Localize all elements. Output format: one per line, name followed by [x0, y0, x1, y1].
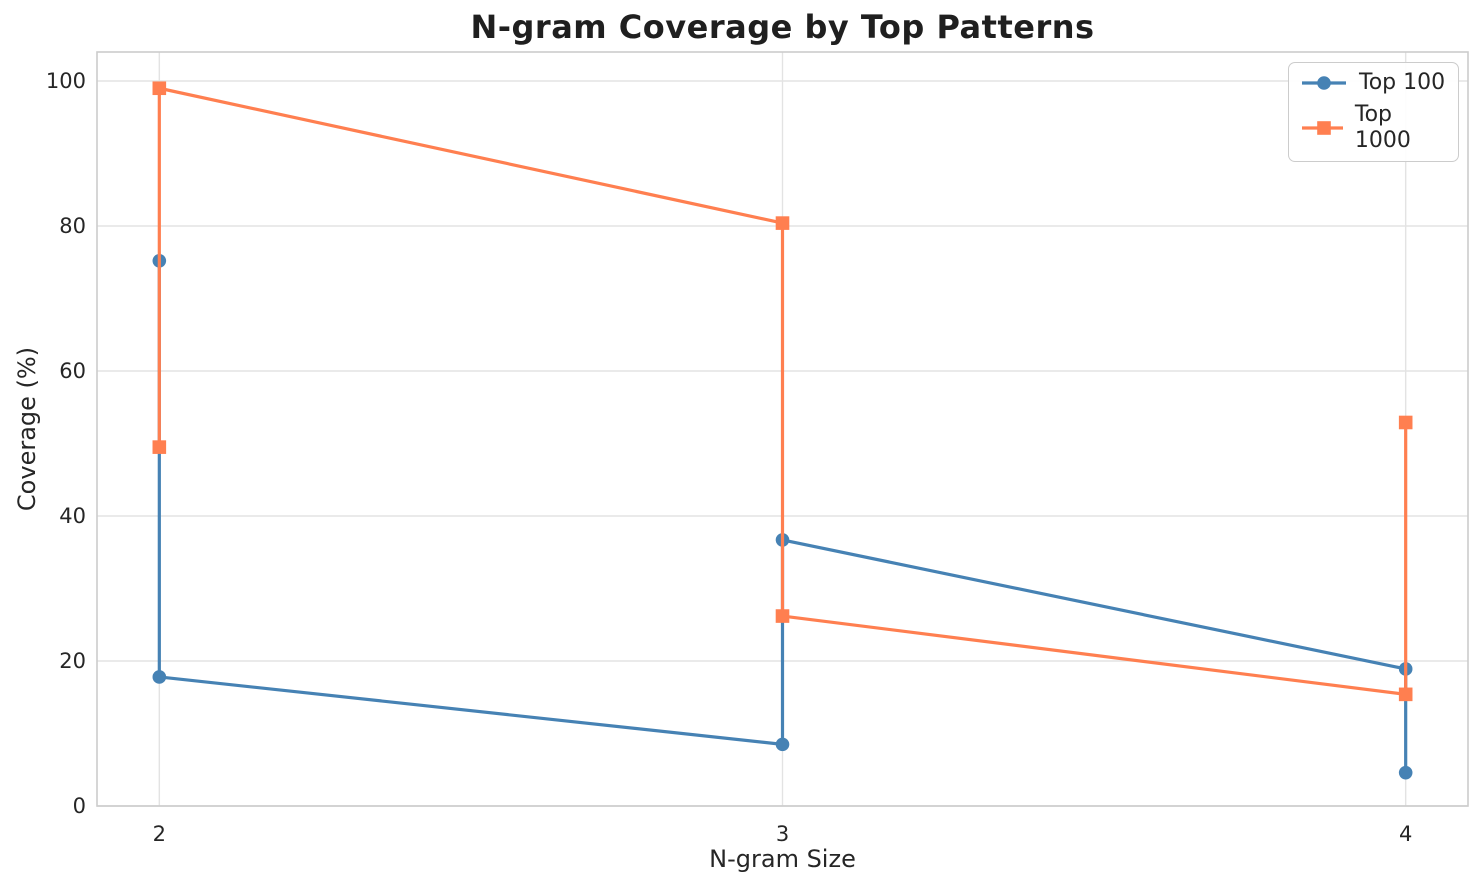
marker-top-1000-1 — [152, 81, 167, 96]
marker-top-1000-2 — [775, 216, 790, 230]
legend-label: Top 1000 — [1354, 102, 1411, 153]
marker-top-1000-3 — [775, 609, 790, 623]
y-tick-label-60: 60 — [59, 359, 86, 383]
legend-item-top-1000: Top 1000 — [1301, 102, 1446, 154]
x-tick-label-2: 2 — [153, 822, 166, 846]
legend-item-top-100: Top 100 — [1301, 70, 1446, 96]
marker-top-100-1 — [152, 670, 167, 684]
marker-top-100-5 — [1398, 765, 1413, 780]
marker-top-100-2 — [775, 737, 790, 752]
series-line-top-1000 — [157, 86, 1408, 696]
legend-square-marker-icon — [1302, 121, 1343, 135]
y-tick-label-40: 40 — [59, 504, 86, 528]
x-axis-label: N-gram Size — [709, 845, 856, 873]
y-tick-label-100: 100 — [46, 69, 86, 93]
x-tick-label-4: 4 — [1399, 822, 1412, 846]
y-tick-label-0: 0 — [73, 794, 86, 818]
marker-top-1000-0 — [152, 440, 167, 454]
chart-title: N-gram Coverage by Top Patterns — [470, 8, 1095, 46]
legend-circle-marker-icon — [1302, 76, 1346, 90]
x-tick-label-3: 3 — [776, 822, 789, 846]
plot-border — [96, 51, 1469, 807]
marker-top-1000-4 — [1398, 687, 1413, 702]
y-tick-label-80: 80 — [59, 214, 86, 238]
legend: Top 100 Top 1000 — [1288, 62, 1459, 162]
legend-label: Top 100 — [1359, 70, 1446, 95]
y-tick-label-20: 20 — [59, 649, 86, 673]
legend-circle-swatch — [1317, 76, 1331, 90]
marker-top-1000-5 — [1398, 415, 1413, 430]
y-axis-label: Coverage (%) — [13, 346, 41, 512]
legend-square-swatch — [1317, 121, 1331, 135]
